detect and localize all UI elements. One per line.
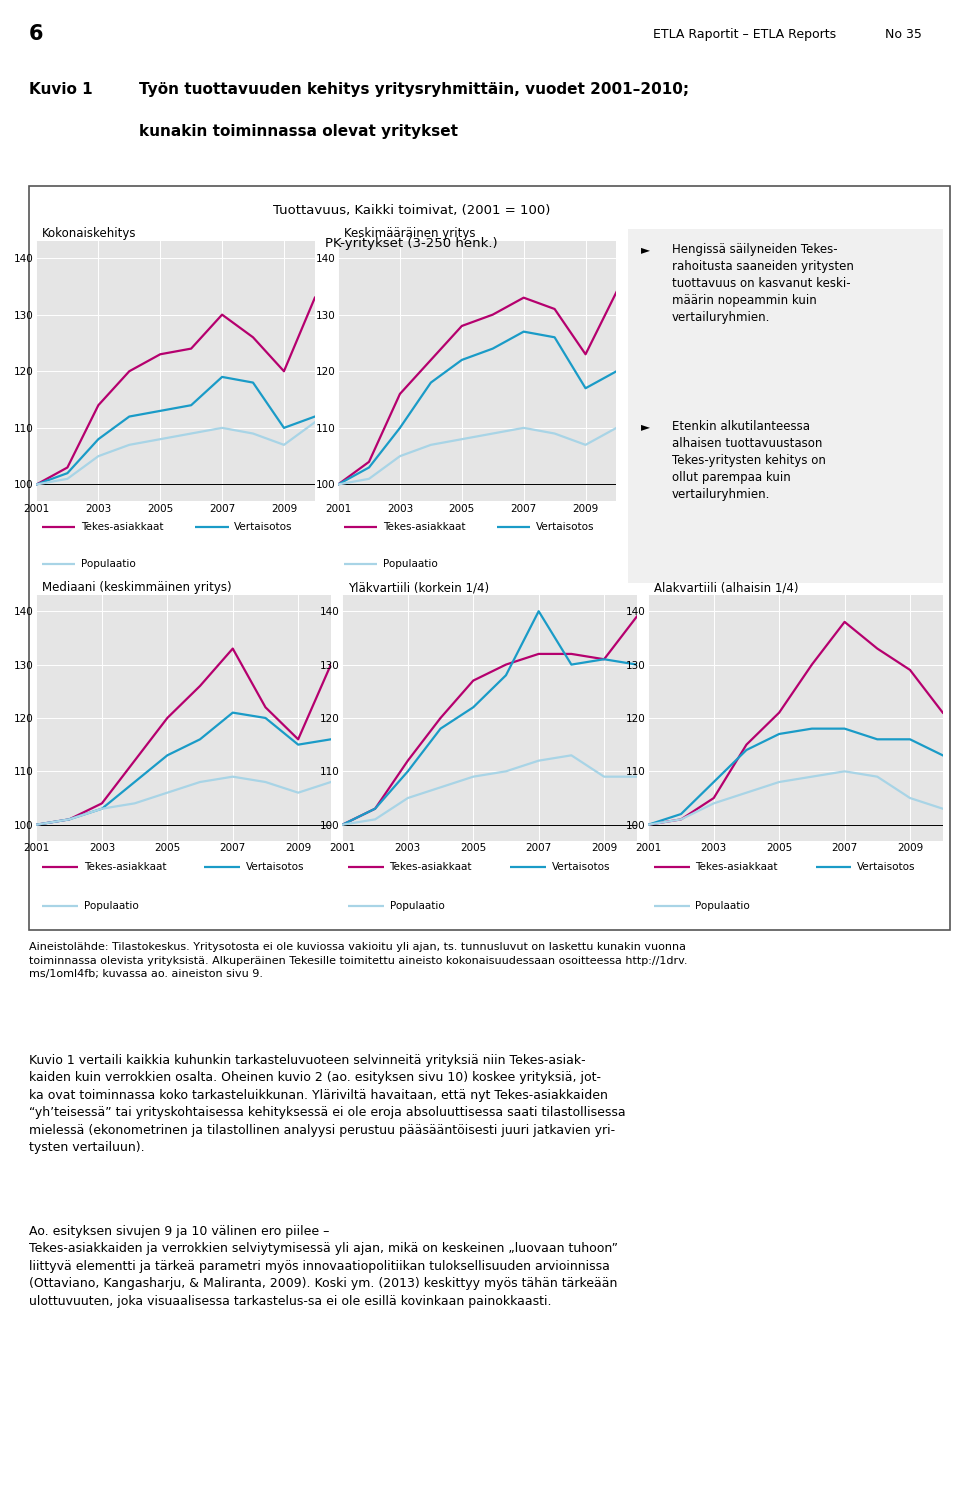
- Text: Keskimääräinen yritys: Keskimääräinen yritys: [344, 226, 475, 240]
- Text: Tekes-asiakkaat: Tekes-asiakkaat: [84, 862, 166, 872]
- Text: Vertaisotos: Vertaisotos: [234, 522, 293, 531]
- Text: Populaatio: Populaatio: [81, 559, 135, 568]
- Text: PK-yritykset (3-250 henk.): PK-yritykset (3-250 henk.): [324, 237, 497, 250]
- Text: Tekes-asiakkaat: Tekes-asiakkaat: [81, 522, 163, 531]
- Text: Vertaisotos: Vertaisotos: [857, 862, 916, 872]
- Text: Vertaisotos: Vertaisotos: [551, 862, 610, 872]
- Text: Populaatio: Populaatio: [390, 900, 444, 911]
- Text: Kokonaiskehitys: Kokonaiskehitys: [42, 226, 136, 240]
- Text: Populaatio: Populaatio: [695, 900, 750, 911]
- Text: Populaatio: Populaatio: [383, 559, 438, 568]
- Text: Tekes-asiakkaat: Tekes-asiakkaat: [383, 522, 466, 531]
- Text: Kuvio 1 vertaili kaikkia kuhunkin tarkasteluvuoteen selvinneitä yrityksiä niin T: Kuvio 1 vertaili kaikkia kuhunkin tarkas…: [29, 1054, 625, 1155]
- Text: Tekes-asiakkaat: Tekes-asiakkaat: [695, 862, 778, 872]
- Text: Mediaani (keskimmäinen yritys): Mediaani (keskimmäinen yritys): [42, 580, 232, 594]
- Text: Aineistolähde: Tilastokeskus. Yritysotosta ei ole kuviossa vakioitu yli ajan, ts: Aineistolähde: Tilastokeskus. Yritysotos…: [29, 942, 687, 979]
- Text: Hengissä säilyneiden Tekes-
rahoitusta saaneiden yritysten
tuottavuus on kasvanu: Hengissä säilyneiden Tekes- rahoitusta s…: [672, 244, 854, 324]
- Text: Työn tuottavuuden kehitys yritysryhmittäin, vuodet 2001–2010;: Työn tuottavuuden kehitys yritysryhmittä…: [139, 82, 689, 97]
- Text: Populaatio: Populaatio: [84, 900, 138, 911]
- Text: ►: ►: [640, 244, 650, 256]
- Text: Yläkvartiili (korkein 1/4): Yläkvartiili (korkein 1/4): [348, 580, 490, 594]
- Text: No 35: No 35: [885, 28, 922, 40]
- Text: ETLA Raportit – ETLA Reports: ETLA Raportit – ETLA Reports: [653, 28, 836, 40]
- Text: Vertaisotos: Vertaisotos: [536, 522, 594, 531]
- Text: Etenkin alkutilanteessa
alhaisen tuottavuustason
Tekes-yritysten kehitys on
ollu: Etenkin alkutilanteessa alhaisen tuottav…: [672, 421, 826, 501]
- Text: kunakin toiminnassa olevat yritykset: kunakin toiminnassa olevat yritykset: [139, 124, 458, 138]
- Text: ►: ►: [640, 421, 650, 433]
- Text: Vertaisotos: Vertaisotos: [246, 862, 304, 872]
- Text: Tuottavuus, Kaikki toimivat, (2001 = 100): Tuottavuus, Kaikki toimivat, (2001 = 100…: [273, 204, 550, 217]
- Text: Kuvio 1: Kuvio 1: [29, 82, 92, 97]
- Text: Ao. esityksen sivujen 9 ja 10 välinen ero piilee –
Tekes-asiakkaiden ja verrokki: Ao. esityksen sivujen 9 ja 10 välinen er…: [29, 1225, 618, 1308]
- Text: Alakvartiili (alhaisin 1/4): Alakvartiili (alhaisin 1/4): [654, 580, 799, 594]
- Text: 6: 6: [29, 24, 43, 45]
- Text: Tekes-asiakkaat: Tekes-asiakkaat: [390, 862, 472, 872]
